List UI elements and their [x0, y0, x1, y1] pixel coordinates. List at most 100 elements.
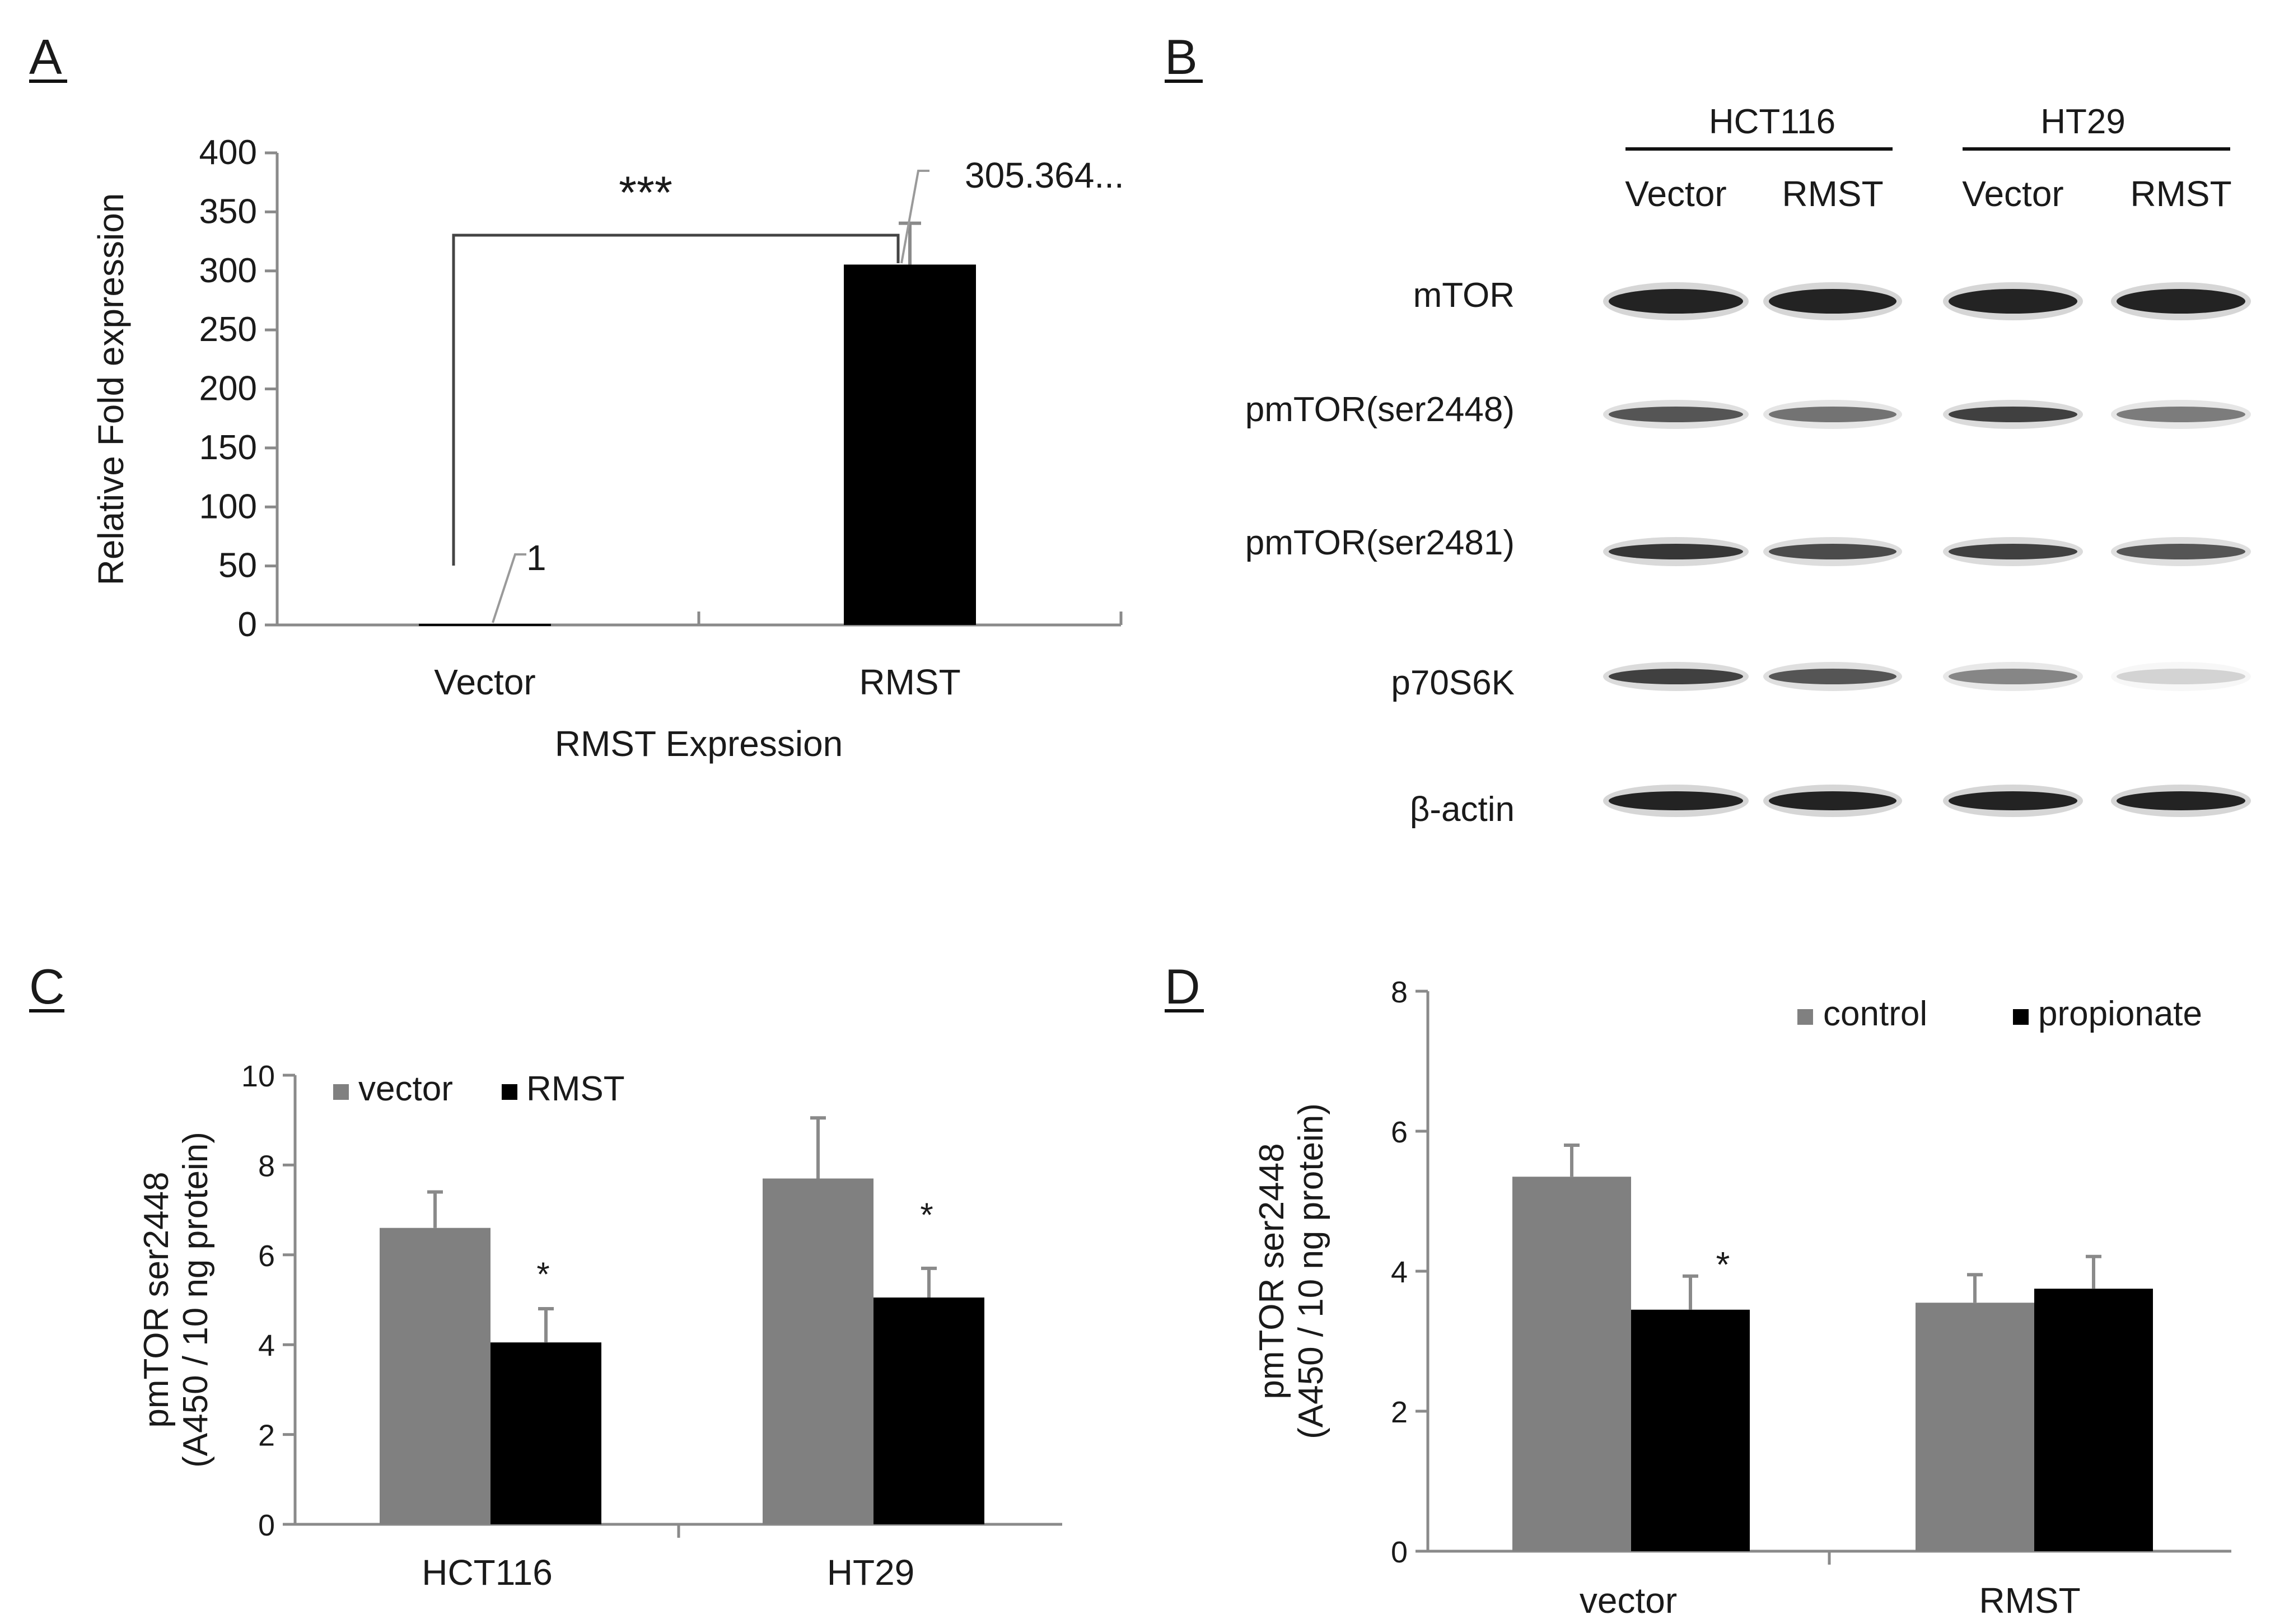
panel-c-letter: C	[29, 959, 65, 1014]
a-label-leader-rmst	[900, 170, 929, 264]
panel-b: B HCT116 HT29 Vector RMST Vector RMST mT…	[1165, 29, 2251, 829]
blot-band	[1769, 544, 1896, 559]
panel-a-letter: A	[29, 29, 62, 85]
c-legend-label-rmst: RMST	[526, 1070, 625, 1108]
c-bar-rmst-hct116	[490, 1342, 601, 1524]
blot-band	[1769, 289, 1896, 314]
c-bar-rmst-ht29	[873, 1297, 984, 1524]
blot-lane-label: Vector	[1962, 174, 2063, 214]
a-data-label-vector: 1	[526, 538, 546, 578]
d-bar-control-rmst	[1916, 1303, 2034, 1551]
blot-band	[1609, 791, 1743, 810]
blot-band	[2117, 669, 2245, 684]
d-bar-propionate-rmst	[2034, 1289, 2153, 1551]
blot-row-label-pmtor-2448: pmTOR(ser2448)	[1245, 390, 1515, 429]
a-data-label-rmst: 305.364...	[965, 155, 1124, 195]
blot-band	[2117, 289, 2245, 314]
c-legend-swatch-vector	[333, 1084, 349, 1100]
c-y-tick-label: 10	[241, 1060, 275, 1093]
a-error-bar-rmst	[899, 221, 921, 265]
blot-band	[1769, 791, 1896, 810]
c-y-tick-label: 0	[258, 1509, 275, 1542]
chart-c: 0 2 4 6 8 10 vector RMST * * HCT116 HT29 pmTO…	[137, 1060, 1062, 1593]
blot-band-halo	[1763, 785, 1902, 817]
blot-band-halo	[1603, 282, 1749, 320]
a-y-tick-label: 0	[238, 605, 257, 644]
a-significance-bracket	[452, 234, 900, 566]
c-error-bar-rmst-ht29	[921, 1266, 937, 1298]
blot-row-label-mtor: mTOR	[1413, 276, 1515, 315]
panel-d: D 0 2 4 6 8 control propionate * vector RMST…	[1165, 959, 2231, 1621]
blot-band	[2117, 544, 2245, 559]
d-error-bar-propionate-rmst	[2086, 1254, 2101, 1289]
c-bar-vector-hct116	[380, 1228, 490, 1524]
a-y-tick-label: 100	[199, 487, 257, 526]
chart-a: 0 50 100 150 200 250 300 350 400 *** 1 305.364..…	[91, 133, 1124, 764]
c-annotation-hct116: *	[536, 1256, 549, 1293]
blot-band-halo	[1943, 785, 2083, 817]
blot-band-halo	[1603, 537, 1749, 566]
blot-band-halo	[1603, 785, 1749, 817]
d-y-axis-title-line1: pmTOR ser2448	[1253, 1143, 1291, 1399]
blot-band-halo	[2111, 282, 2251, 320]
a-bar-vector	[419, 623, 551, 626]
panel-a: A 0 50 100 150 200 250 300 350 400 *** 1 305.364…	[29, 29, 1124, 764]
blot-band-halo	[1763, 662, 1902, 691]
a-y-tick-label: 200	[199, 370, 257, 408]
blot-lane-label: RMST	[1782, 174, 1883, 214]
a-category-label-vector: Vector	[434, 662, 535, 702]
a-y-tick-label: 150	[199, 428, 257, 467]
d-error-bar-propionate-vector	[1683, 1274, 1698, 1310]
a-y-tick-label: 300	[199, 251, 257, 290]
a-label-leader-vector	[492, 553, 526, 623]
d-legend-swatch-propionate	[2013, 1009, 2029, 1025]
blot-band-halo	[1943, 662, 2083, 691]
d-y-tick-label: 4	[1391, 1256, 1408, 1289]
c-legend-swatch-rmst	[502, 1084, 517, 1100]
blot-group-hct116: HCT116	[1709, 102, 1835, 141]
blot-row-label-beta-actin: β-actin	[1410, 790, 1515, 829]
d-bar-propionate-vector	[1631, 1309, 1750, 1551]
c-error-bar-vector-ht29	[810, 1116, 826, 1179]
blot-group-ht29: HT29	[2040, 102, 2126, 141]
a-y-tick-label: 400	[199, 133, 257, 172]
c-error-bar-vector-hct116	[427, 1190, 443, 1228]
d-y-ticks: 0 2 4 6 8	[1391, 976, 1428, 1569]
d-y-tick-label: 8	[1391, 976, 1408, 1009]
c-bar-vector-ht29	[763, 1178, 873, 1524]
panel-b-letter: B	[1165, 29, 1198, 85]
blot-band	[1769, 669, 1896, 684]
d-y-tick-label: 6	[1391, 1116, 1408, 1149]
d-annotation-vector: *	[1716, 1244, 1730, 1285]
c-y-tick-label: 2	[258, 1419, 275, 1453]
blot-band-halo	[1943, 537, 2083, 566]
blot-row-label-p70s6k: p70S6K	[1391, 664, 1515, 702]
blot-row-label-pmtor-2481: pmTOR(ser2481)	[1245, 524, 1515, 562]
a-y-tick-label: 50	[218, 547, 257, 585]
panel-c: C 0 2 4 6 8 10 vector RMST * * HCT116 HT29 pm…	[29, 959, 1062, 1593]
d-category-label-rmst: RMST	[1979, 1580, 2080, 1621]
d-category-label-vector: vector	[1580, 1580, 1677, 1621]
blot-band	[1949, 407, 2077, 422]
a-category-label-rmst: RMST	[859, 662, 960, 702]
d-y-tick-label: 0	[1391, 1536, 1408, 1569]
blot-band-halo	[2111, 662, 2251, 691]
c-y-tick-label: 6	[258, 1239, 275, 1273]
a-x-axis-title: RMST Expression	[555, 724, 843, 764]
c-legend-label-vector: vector	[358, 1070, 453, 1108]
a-y-tick-label: 350	[199, 192, 257, 231]
blot-band-halo	[1943, 400, 2083, 429]
a-bar-rmst	[844, 264, 976, 625]
blot-band	[2117, 407, 2245, 422]
blot-band	[2117, 791, 2245, 810]
c-bars	[380, 1116, 984, 1524]
blot-band-halo	[2111, 785, 2251, 817]
c-y-tick-label: 4	[258, 1329, 275, 1362]
d-bars	[1512, 1144, 2153, 1551]
blot-band-halo	[1603, 400, 1749, 429]
blot-band	[1949, 791, 2077, 810]
blot-band-halo	[1763, 537, 1902, 566]
c-y-axis-title-line2: (A450 / 10 ng protein)	[176, 1132, 215, 1468]
d-legend-swatch-control	[1797, 1009, 1813, 1025]
d-bar-control-vector	[1512, 1177, 1631, 1551]
